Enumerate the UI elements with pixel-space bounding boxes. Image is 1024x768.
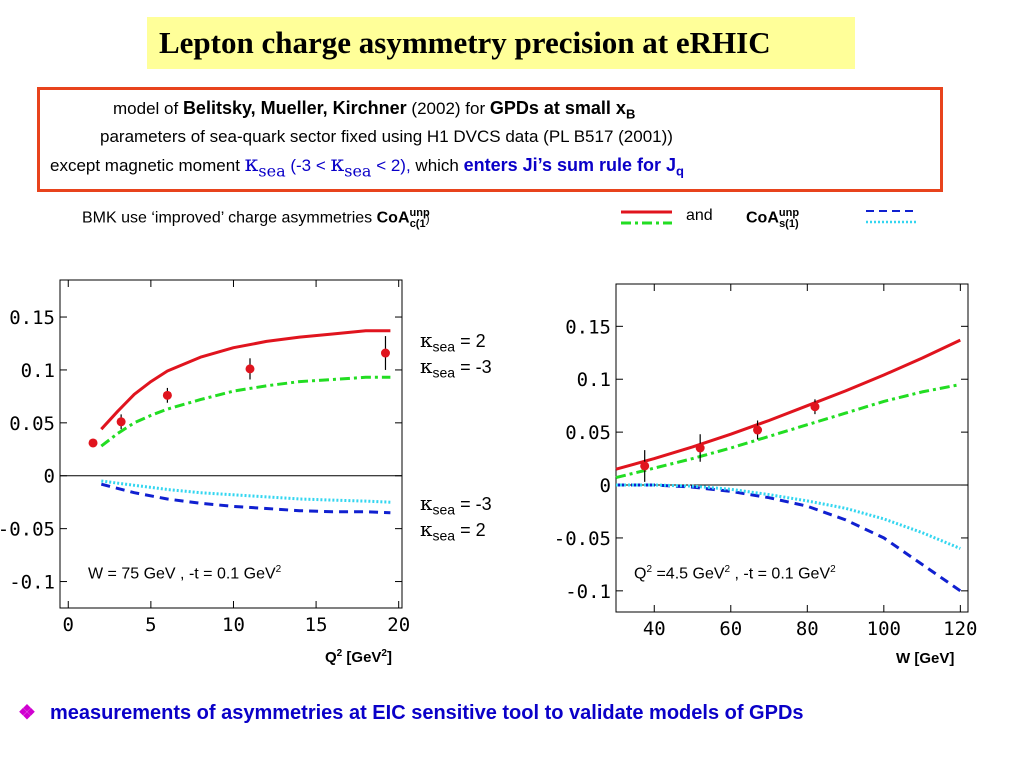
bottom-bullet-line: ❖ measurements of asymmetries at EIC sens… xyxy=(18,700,804,725)
conclusion-text: measurements of asymmetries at EIC sensi… xyxy=(49,702,804,724)
series-line-blue-dashed xyxy=(616,483,962,593)
series-line-cyan-dotted xyxy=(616,483,961,550)
x-tick-label: 15 xyxy=(305,614,328,636)
ji-sum-rule-text: enters Ji’s sum rule for J xyxy=(463,155,677,175)
range-close-text: < 2), xyxy=(371,156,411,175)
y-tick-label: 0.1 xyxy=(577,369,611,391)
chart-q2-annotation: W = 75 GeV , -t = 0.1 GeV2 xyxy=(88,564,282,583)
x-tick-label: 5 xyxy=(145,614,156,636)
x-tick-label: 100 xyxy=(867,618,901,640)
range-open-text: (-3 < xyxy=(285,156,331,175)
series-line-green-dashdot xyxy=(100,375,391,448)
year-text: (2002) for xyxy=(406,99,490,118)
kappa-label-1: κsea = 2 xyxy=(420,328,486,355)
and-text: and xyxy=(686,207,713,224)
except-text: except magnetic moment xyxy=(50,156,245,175)
bmk-text: BMK use ‘improved’ charge asymmetries xyxy=(82,209,377,227)
y-tick-label: 0.15 xyxy=(565,316,611,338)
kappa-label-3: κsea = -3 xyxy=(420,491,492,518)
x-tick-label: 60 xyxy=(719,618,742,640)
model-line-2: parameters of sea-quark sector fixed usi… xyxy=(100,127,673,146)
page-title: Lepton charge asymmetry precision at eRH… xyxy=(159,25,771,60)
y-tick-label: -0.1 xyxy=(565,581,611,603)
series-line-blue-dashed xyxy=(100,482,391,515)
x-tick-label: 20 xyxy=(387,614,410,636)
gpds-text: GPDs at small x xyxy=(489,98,626,118)
x-tick-label: 80 xyxy=(796,618,819,640)
data-point xyxy=(245,364,255,374)
x-tick-label: 10 xyxy=(222,614,245,636)
plot-frame xyxy=(59,279,403,609)
x-tick-label: 120 xyxy=(943,618,977,640)
kappa-sea-symbol-2: κsea xyxy=(330,152,372,181)
y-tick-label: 0.1 xyxy=(21,360,55,382)
model-line-1: model of Belitsky, Mueller, Kirchner (20… xyxy=(113,98,635,121)
data-point xyxy=(753,425,763,435)
coa-s1-label: CoAunps(1) xyxy=(746,207,800,230)
data-point xyxy=(640,461,650,471)
model-of-text: model of xyxy=(113,99,183,118)
y-tick-label: -0.05 xyxy=(0,519,55,541)
x-tick-label: 0 xyxy=(63,614,74,636)
series-line-red-solid xyxy=(100,329,391,431)
series-line-cyan-dotted xyxy=(101,479,391,504)
chart-q2: -0.1 -0.05 0 0.05 0.1 0.15 0 5 10 15 20 xyxy=(0,279,410,636)
jq-subscript: q xyxy=(676,163,684,179)
series-line-green-dashdot xyxy=(615,383,961,480)
data-point xyxy=(116,417,126,427)
kappa-label-4: κsea = 2 xyxy=(420,517,486,544)
chart-w-annotation: Q2 =4.5 GeV2 , -t = 0.1 GeV2 xyxy=(634,564,836,583)
coa-c1-label: CoA xyxy=(376,209,410,227)
authors-text: Belitsky, Mueller, Kirchner xyxy=(182,98,407,118)
bmk-line: BMK use ‘improved’ charge asymmetries Co… xyxy=(82,207,430,230)
y-tick-label: 0.05 xyxy=(9,413,55,435)
plot-frame xyxy=(615,283,969,613)
y-tick-label: 0 xyxy=(600,475,611,497)
series-line-red-solid xyxy=(615,338,961,471)
chart-w-xlabel: W [GeV] xyxy=(896,650,955,667)
y-tick-label: 0.15 xyxy=(9,307,55,329)
y-tick-label: 0.05 xyxy=(565,422,611,444)
title-banner: Lepton charge asymmetry precision at eRH… xyxy=(147,17,855,69)
gpds-subscript: B xyxy=(625,106,636,122)
y-tick-label: -0.05 xyxy=(554,528,611,550)
kappa-sea-symbol: κsea xyxy=(244,152,286,181)
data-point xyxy=(810,402,820,412)
data-point xyxy=(695,443,705,453)
data-point xyxy=(88,438,98,448)
chart-q2-xlabel: Q2 [GeV2] xyxy=(325,648,392,666)
data-point xyxy=(162,390,172,400)
which-text: which xyxy=(410,156,464,175)
x-tick-label: 40 xyxy=(643,618,666,640)
chart-w: -0.1 -0.05 0 0.05 0.1 0.15 40 60 80 100 120 xyxy=(554,283,978,640)
model-description-box: model of Belitsky, Mueller, Kirchner (20… xyxy=(37,87,943,192)
diamond-bullet-icon: ❖ xyxy=(18,702,36,724)
model-line-3: except magnetic moment κsea (-3 < κsea <… xyxy=(50,152,684,180)
y-tick-label: -0.1 xyxy=(9,572,55,594)
y-tick-label: 0 xyxy=(44,466,55,488)
kappa-label-2: κsea = -3 xyxy=(420,354,492,381)
data-point xyxy=(380,348,390,358)
